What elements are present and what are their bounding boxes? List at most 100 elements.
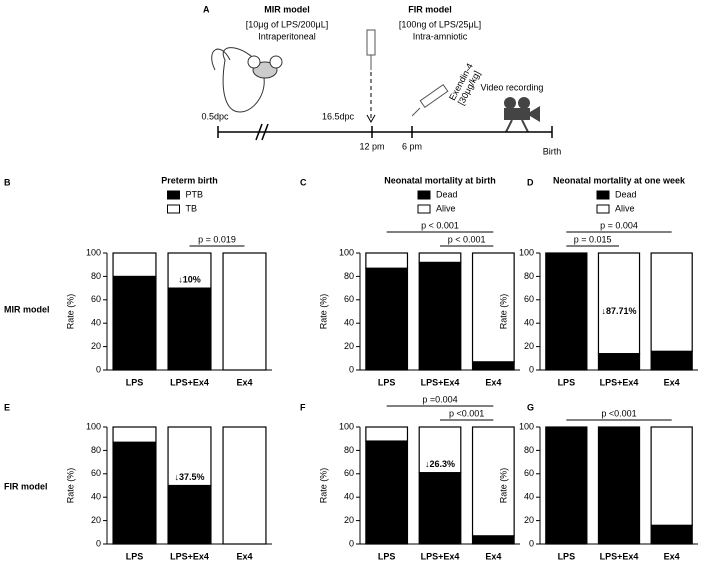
y-tick-label: 100 (86, 421, 101, 431)
legend-swatch (167, 190, 180, 200)
y-axis-label: Rate (%) (318, 294, 328, 330)
legend-swatch (596, 190, 610, 200)
panel-letter: D (527, 177, 534, 187)
bar-segment (597, 353, 641, 371)
y-tick-label: 80 (524, 271, 534, 281)
y-tick-label: 40 (91, 318, 101, 328)
y-tick-label: 80 (91, 445, 101, 455)
bar-segment (112, 441, 157, 545)
y-tick-label: 40 (524, 318, 534, 328)
bar-segment (418, 252, 462, 263)
bar-segment (650, 350, 693, 371)
x-tick-label: LPS (126, 551, 144, 561)
bar-segment (167, 252, 212, 289)
y-tick-label: 0 (96, 538, 101, 548)
panel-a: A MIR model [10μg of LPS/200μL] Intraper… (201, 4, 561, 156)
y-tick-label: 100 (519, 247, 534, 257)
row-label: MIR model (4, 304, 50, 314)
p-value: p <0.001 (601, 408, 636, 418)
panel-letter: C (300, 177, 307, 187)
bar-segment (418, 261, 462, 371)
fir-dose: [100ng of LPS/25μL] (399, 19, 481, 29)
time-label: 6 pm (402, 141, 422, 151)
legend-label: Alive (436, 203, 456, 213)
day-label: 16.5dpc (322, 111, 355, 121)
y-tick-label: 60 (344, 294, 354, 304)
y-tick-label: 0 (96, 364, 101, 374)
x-tick-label: LPS (378, 551, 396, 561)
y-tick-label: 0 (529, 538, 534, 548)
x-tick-label: Ex4 (664, 377, 680, 387)
chart-title: Preterm birth (161, 175, 218, 185)
p-value: p <0.001 (449, 408, 484, 418)
change-label: ↓37.5% (174, 472, 204, 482)
bar-segment (471, 361, 515, 371)
chart: B Preterm birth PTB TB Rate (%) 0 20 40 60 80 100 L… (4, 175, 272, 387)
x-tick-label: LPS+Ex4 (421, 377, 460, 387)
y-axis-label: Rate (%) (65, 468, 75, 504)
x-tick-label: LPS (126, 377, 144, 387)
fir-title: FIR model (408, 4, 452, 14)
drug-label: Exendin-4 [30μg/kg] (447, 62, 482, 107)
y-tick-label: 20 (344, 341, 354, 351)
bar-segment (471, 535, 515, 545)
y-tick-label: 60 (91, 468, 101, 478)
x-tick-label: LPS+Ex4 (421, 551, 460, 561)
panel-letter: B (4, 177, 11, 187)
mir-title: MIR model (264, 4, 310, 14)
p-value: p < 0.001 (448, 234, 486, 244)
y-tick-label: 0 (529, 364, 534, 374)
y-tick-label: 20 (91, 341, 101, 351)
y-tick-label: 80 (344, 445, 354, 455)
y-tick-label: 60 (524, 294, 534, 304)
bar-segment (222, 426, 267, 545)
end-label: Birth (543, 146, 562, 156)
p-value: p = 0.015 (574, 234, 612, 244)
bar-segment (545, 252, 588, 371)
chart: F Rate (%) 0 20 40 60 80 100 LPS LPS+Ex4 Ex4 p =0.0… (300, 394, 520, 561)
bar-segment (471, 252, 515, 363)
change-label: ↓26.3% (425, 459, 455, 469)
y-axis-label: Rate (%) (498, 468, 508, 504)
change-label: ↓87.71% (601, 306, 636, 316)
legend-swatch (417, 190, 431, 200)
bar-segment (471, 426, 515, 537)
y-tick-label: 60 (344, 468, 354, 478)
legend-label: Dead (615, 189, 637, 199)
chart: G Rate (%) 0 20 40 60 80 100 LPS LPS+Ex4 Ex4 p <0.0… (498, 402, 698, 561)
p-value: p = 0.019 (198, 234, 236, 244)
y-tick-label: 20 (91, 515, 101, 525)
y-tick-label: 100 (339, 421, 354, 431)
mir-dose: [10μg of LPS/200μL] (246, 19, 328, 29)
x-tick-label: LPS+Ex4 (170, 551, 209, 561)
bar-segment (112, 252, 157, 277)
legend-swatch (417, 204, 431, 214)
panel-letter: G (527, 402, 534, 412)
fir-route: Intra-amniotic (413, 31, 468, 41)
bar-segment (650, 524, 693, 545)
x-tick-label: Ex4 (485, 551, 501, 561)
y-axis-label: Rate (%) (498, 294, 508, 330)
chart-title: Neonatal mortality at birth (384, 175, 496, 185)
y-tick-label: 20 (524, 515, 534, 525)
x-tick-label: LPS+Ex4 (170, 377, 209, 387)
x-tick-label: LPS (558, 551, 576, 561)
bar-segment (365, 426, 409, 442)
legend-label: PTB (186, 189, 204, 199)
row-label: FIR model (4, 481, 48, 491)
y-tick-label: 60 (524, 468, 534, 478)
chart: E Rate (%) 0 20 40 60 80 100 LPS LPS+Ex4 Ex4 ↓37.5% (4, 402, 272, 561)
y-tick-label: 40 (344, 318, 354, 328)
chart: C Neonatal mortality at birth Dead Alive Rat… (300, 175, 520, 387)
x-tick-label: Ex4 (236, 551, 252, 561)
y-tick-label: 80 (91, 271, 101, 281)
p-value: p < 0.001 (421, 220, 459, 230)
y-tick-label: 80 (344, 271, 354, 281)
start-label: 0.5dpc (201, 111, 229, 121)
bar-segment (365, 267, 409, 371)
panel-letter: E (4, 402, 10, 412)
bar-segment (167, 287, 212, 371)
bar-segment (650, 252, 693, 352)
bar-segment (167, 426, 212, 487)
bar-segment (597, 252, 641, 355)
